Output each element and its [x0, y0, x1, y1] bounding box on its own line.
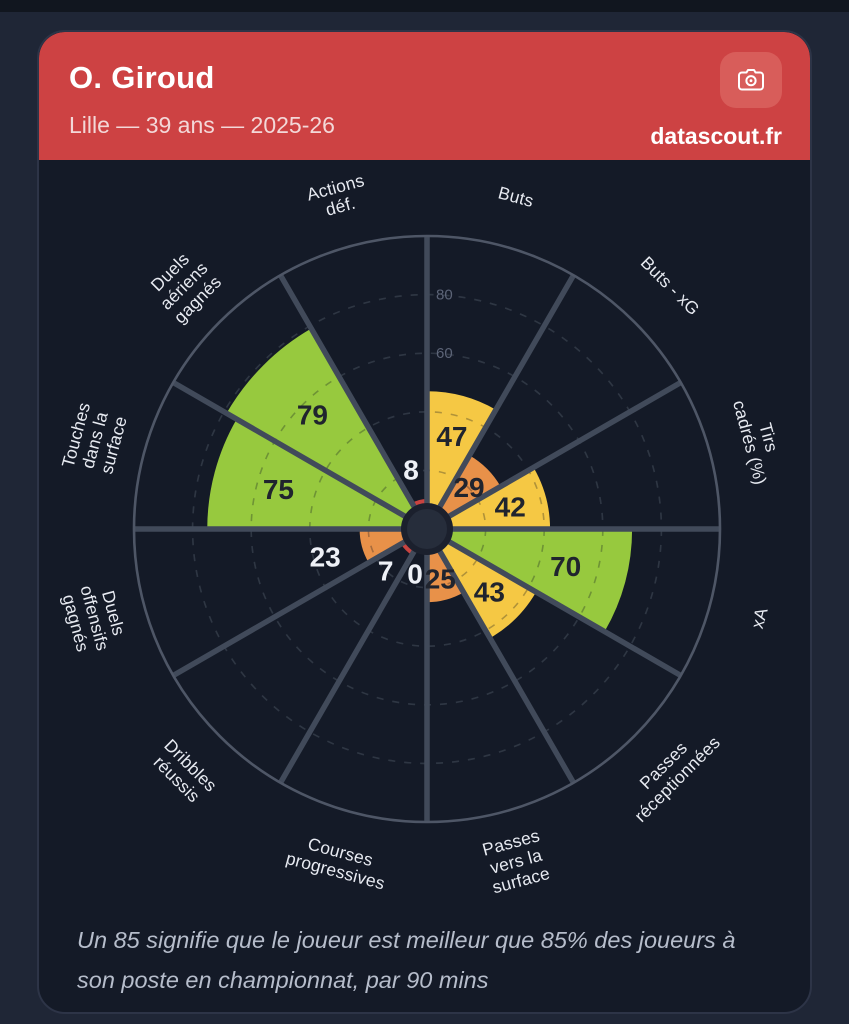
player-meta: Lille — 39 ans — 2025-26	[69, 112, 335, 138]
sector-label: Duelsaériensgagnés	[142, 244, 225, 327]
sector-value: 8	[403, 455, 419, 486]
spoke-line	[424, 527, 576, 785]
spoke-line	[425, 526, 683, 678]
spoke-line	[278, 273, 430, 531]
sector-value: 79	[297, 399, 328, 430]
camera-icon	[738, 69, 764, 91]
sector-value: 29	[453, 472, 484, 503]
sector-value: 43	[474, 576, 505, 607]
sector-value: 25	[425, 564, 456, 595]
sector-label: Passesvers lasurface	[480, 825, 552, 897]
sector-label: Duelsoffensifsgagnés	[58, 578, 132, 658]
player-card: O. Giroud Lille — 39 ans — 2025-26 datas…	[37, 30, 812, 1014]
spoke-line	[171, 526, 429, 678]
brand-logo: datascout.fr	[650, 123, 782, 149]
sector-value: 23	[310, 541, 341, 572]
header-left: O. Giroud Lille — 39 ans — 2025-26	[69, 52, 335, 160]
sector-label: Coursesprogressives	[284, 829, 392, 893]
radial-tick-label: 60	[436, 345, 453, 362]
sector-label: xA	[747, 605, 772, 630]
screenshot-button[interactable]	[720, 52, 782, 108]
sector-wedge	[427, 529, 633, 632]
sector-value: 75	[263, 474, 294, 505]
sector-wedge	[226, 328, 427, 529]
sector-label: Actionsdéf.	[304, 170, 371, 223]
sector-wedge	[207, 419, 427, 529]
radial-tick-label: 80	[436, 287, 453, 304]
spoke-line	[171, 380, 429, 532]
spoke-line	[278, 527, 430, 785]
card-header: O. Giroud Lille — 39 ans — 2025-26 datas…	[39, 32, 810, 160]
percentile-explainer: Un 85 signifie que le joueur est meilleu…	[77, 927, 736, 993]
pizza-chart: 80 60 47 29 42 70 43 25 0 7 23 75 79 8 Buts Buts - xG Ti…	[39, 160, 810, 908]
sector-wedge	[427, 529, 537, 639]
sector-label: Tirscadrés (%)	[729, 393, 790, 487]
spoke-line	[425, 380, 683, 532]
sector-value: 0	[407, 558, 423, 589]
sector-label: Touchesdans lasurface	[58, 400, 132, 480]
header-right: datascout.fr	[650, 52, 782, 160]
center-hub	[401, 503, 453, 555]
sector-label: Buts	[496, 182, 536, 211]
sector-label: Passesréceptionnées	[616, 718, 724, 826]
sector-label: Dribblesréussis	[147, 735, 221, 809]
sector-value: 7	[378, 555, 394, 586]
outer-ring	[132, 234, 722, 824]
sector-label: Buts - xG	[637, 252, 704, 319]
status-bar-strip	[0, 0, 849, 12]
sector-value: 47	[436, 421, 467, 452]
sector-value: 42	[495, 492, 526, 523]
spoke-line	[424, 273, 576, 531]
sector-wedge	[427, 455, 501, 529]
player-name: O. Giroud	[69, 60, 215, 95]
sector-value: 70	[550, 551, 581, 582]
